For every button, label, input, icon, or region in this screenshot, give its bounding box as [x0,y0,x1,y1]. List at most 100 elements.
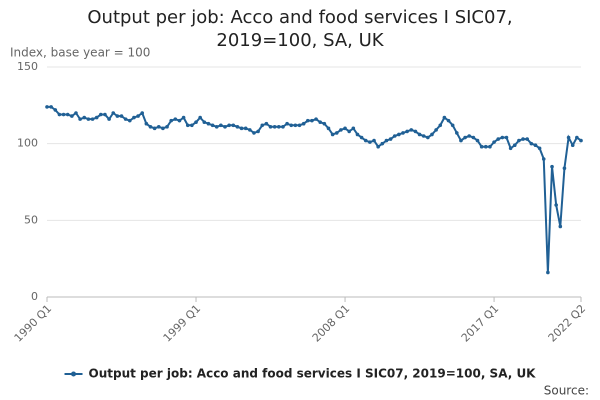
data-point [45,105,49,109]
legend-marker [71,371,77,377]
data-point [264,121,269,126]
data-point [446,118,451,123]
data-point [508,146,513,151]
data-point [248,128,252,132]
x-tick-label: 1999 Q1 [161,302,204,345]
data-point [260,123,265,128]
data-point [78,117,82,121]
data-point [533,143,538,147]
y-tick-label: 100 [17,137,38,150]
data-point [380,141,385,146]
data-point [471,135,476,140]
data-point [330,132,335,137]
data-point [297,123,302,128]
data-point [173,117,178,121]
data-point [190,123,194,128]
data-point [281,125,285,129]
data-point [409,128,414,132]
data-point [363,138,368,143]
data-point [388,137,393,141]
data-point [74,111,78,115]
data-point [239,126,244,131]
data-point [566,135,571,140]
data-point [165,125,169,129]
y-tick-label: 150 [17,60,38,73]
source: Source: [544,384,589,398]
data-point [372,138,376,143]
data-point [376,144,380,149]
data-point [70,114,74,118]
data-point [152,126,157,131]
data-point [401,131,405,135]
data-point [53,108,58,112]
data-point [161,126,165,131]
data-point [463,135,467,140]
data-point [123,117,128,121]
data-point [86,117,91,121]
data-point [339,128,343,132]
data-point [488,144,492,149]
data-point [185,123,190,128]
data-point [496,137,501,141]
data-point [305,118,310,123]
data-point [397,132,401,137]
data-point [579,138,583,143]
data-point [475,138,480,143]
data-point [343,126,347,131]
data-point [455,131,459,135]
data-point [231,123,236,128]
data-point [570,143,575,147]
data-point [301,121,306,126]
data-point [310,118,314,123]
legend-label: Output per job: Acco and food services I… [89,367,537,381]
data-point [82,115,87,120]
data-point [90,117,95,121]
data-point [227,123,231,128]
data-point [500,135,505,140]
data-point [111,111,116,115]
data-point [351,126,356,131]
data-point [214,125,219,129]
data-point [107,117,111,121]
data-point [49,105,53,109]
y-tick-label: 50 [24,213,38,226]
data-point [127,118,132,123]
x-tick-label: 2008 Q1 [310,302,353,345]
x-tick-label: 2022 Q2 [546,302,589,345]
data-point [65,112,70,117]
data-point [575,135,579,140]
data-point [384,138,389,143]
data-point [202,120,207,124]
data-point [504,135,509,140]
data-point [417,132,422,137]
data-point [181,115,186,120]
data-point [156,125,161,129]
data-point [546,270,550,275]
data-point [359,135,364,140]
data-point [235,125,240,129]
data-point [392,134,397,138]
data-point [355,132,360,137]
data-point [103,112,107,117]
data-point [438,123,443,128]
data-point [268,125,273,129]
data-point [99,112,103,117]
data-point [322,121,327,126]
data-point [140,111,145,115]
data-point [256,129,260,134]
data-point [132,115,136,120]
data-point [252,131,256,135]
data-point [541,157,546,161]
data-point [434,128,438,132]
data-point [550,164,554,169]
data-point [318,120,323,124]
data-point [558,224,563,229]
data-point [483,144,488,149]
data-point [479,144,484,149]
data-point [289,123,294,128]
data-point [243,126,248,131]
data-point [115,114,120,118]
data-point [94,115,99,120]
